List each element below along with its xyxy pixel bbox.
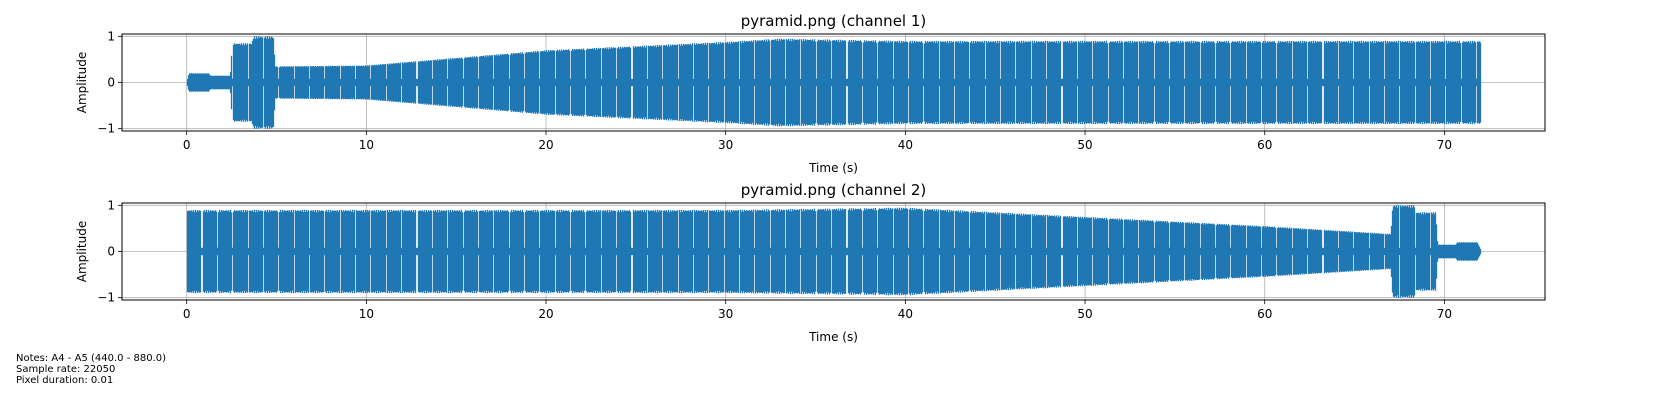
y-tick-label: 1 (107, 198, 115, 212)
x-tick-label: 30 (718, 307, 733, 321)
x-tick-label: 0 (183, 307, 191, 321)
x-tick-label: 20 (538, 307, 553, 321)
notes-pixel-duration: Pixel duration: 0.01 (16, 375, 114, 386)
notes-block: Notes: A4 - A5 (440.0 - 880.0) Sample ra… (16, 353, 166, 386)
x-tick-label: 10 (359, 307, 374, 321)
x-tick-label: 40 (898, 307, 913, 321)
x-tick-label: 70 (1437, 138, 1452, 152)
chart-channel-2: 0 10 20 30 40 50 60 70 −1 0 1 pyramid.png (channel … (75, 181, 1546, 344)
x-tick-label: 0 (183, 138, 191, 152)
y-tick-label: −1 (97, 122, 115, 136)
x-tick-label: 30 (718, 138, 733, 152)
y-tick-label: 0 (107, 76, 115, 90)
notes-range: Notes: A4 - A5 (440.0 - 880.0) (16, 353, 167, 364)
chart-channel-1: 0 10 20 30 40 50 60 70 −1 0 1 pyramid.png (channel … (75, 12, 1546, 175)
y-axis-label: Amplitude (75, 221, 89, 283)
chart-title: pyramid.png (channel 1) (741, 12, 927, 30)
y-tick-label: 1 (107, 29, 115, 43)
x-tick-label: 20 (538, 138, 553, 152)
y-axis-label: Amplitude (75, 52, 89, 114)
waveform-series (186, 36, 1482, 129)
y-tick-label: 0 (107, 245, 115, 259)
y-tick-label: −1 (97, 291, 115, 305)
x-tick-label: 60 (1257, 307, 1272, 321)
x-tick-label: 70 (1437, 307, 1452, 321)
chart-title: pyramid.png (channel 2) (741, 181, 927, 199)
x-tick-label: 60 (1257, 138, 1272, 152)
waveform-series (186, 205, 1482, 298)
x-tick-label: 50 (1077, 138, 1092, 152)
x-tick-label: 40 (898, 138, 913, 152)
x-tick-label: 10 (359, 138, 374, 152)
x-tick-label: 50 (1077, 307, 1092, 321)
x-axis-label: Time (s) (808, 161, 858, 175)
x-axis-label: Time (s) (808, 330, 858, 344)
notes-sample-rate: Sample rate: 22050 (16, 364, 116, 375)
